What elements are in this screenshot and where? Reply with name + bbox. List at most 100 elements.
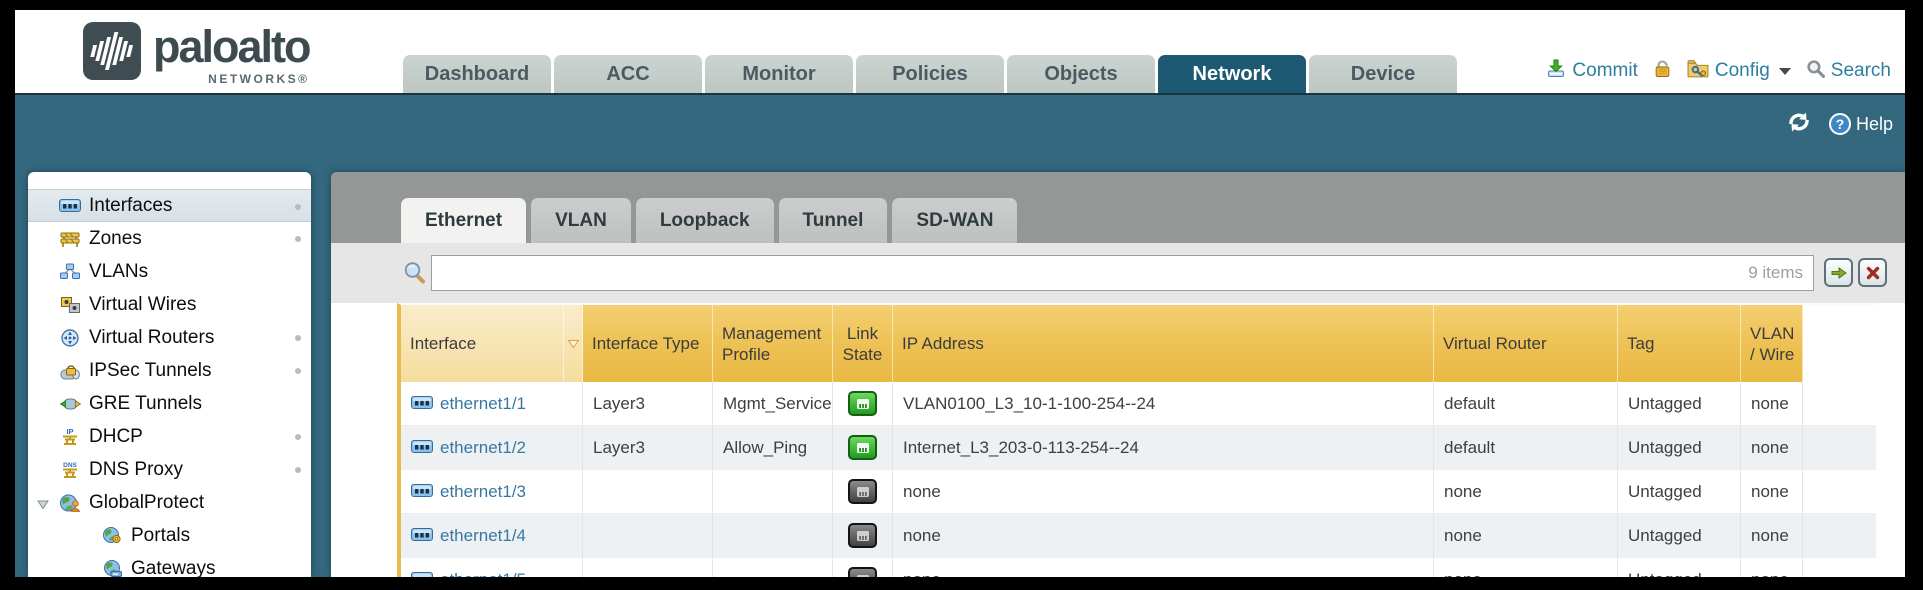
sidebar-label: VLANs (89, 260, 149, 282)
table-row[interactable]: ethernet1/3 none none Untagged none (401, 470, 1876, 514)
cell-virtual-router: default (1434, 426, 1618, 469)
subtab-vlan[interactable]: VLAN (531, 198, 631, 243)
sidebar-item-ipsec-tunnels[interactable]: IPSec Tunnels (28, 354, 311, 387)
sidebar-label: GRE Tunnels (89, 392, 202, 414)
col-header-ip-address[interactable]: IP Address (893, 305, 1434, 382)
sidebar-item-virtual-routers[interactable]: Virtual Routers (28, 321, 311, 354)
search-label: Search (1830, 60, 1891, 81)
table-row[interactable]: ethernet1/1 Layer3 Mgmt_Services VLAN010… (401, 382, 1876, 426)
item-dot (295, 204, 301, 210)
config-lock-button[interactable] (1653, 58, 1672, 84)
table-row[interactable]: ethernet1/4 none none Untagged none (401, 514, 1876, 558)
portals-icon (100, 527, 124, 544)
chevron-down-icon (1778, 67, 1791, 75)
row-filler (1803, 514, 1876, 557)
cell-interface: ethernet1/1 (401, 382, 583, 425)
gre-tunnels-icon (58, 397, 82, 411)
filter-magnifier-icon (403, 261, 426, 289)
interface-link[interactable]: ethernet1/4 (440, 525, 527, 545)
clear-filter-button[interactable] (1858, 258, 1887, 287)
sidebar-item-gre-tunnels[interactable]: GRE Tunnels (28, 387, 311, 420)
header-filler (1803, 305, 1876, 382)
app-window: paloalto NETWORKS® Dashboard ACC Monitor… (15, 10, 1905, 577)
paloalto-logo: paloalto NETWORKS® (83, 22, 312, 86)
col-header-interface-type[interactable]: Interface Type (583, 305, 713, 382)
config-menu-button[interactable]: Config (1687, 59, 1791, 84)
sidebar-item-vlans[interactable]: VLANs (28, 255, 311, 288)
main-nav-tabs: Dashboard ACC Monitor Policies Objects N… (403, 55, 1457, 93)
subtab-sd-wan[interactable]: SD-WAN (892, 198, 1018, 243)
interface-link[interactable]: ethernet1/2 (440, 437, 527, 457)
row-filler (1803, 426, 1876, 469)
cell-vlan-wire: none (1741, 382, 1803, 425)
help-button[interactable]: ? Help (1828, 113, 1893, 135)
search-button[interactable]: Search (1806, 59, 1891, 84)
filter-input[interactable] (432, 256, 1813, 290)
cell-ip-address: none (893, 470, 1434, 513)
col-header-link-state[interactable]: Link State (833, 305, 893, 382)
interface-port-icon (411, 526, 433, 546)
interfaces-table: Interface Interface Type Management Prof… (397, 303, 1876, 577)
sidebar-item-virtual-wires[interactable]: Virtual Wires (28, 288, 311, 321)
sidebar-item-globalprotect[interactable]: GlobalProtect (28, 486, 311, 519)
col-header-interface[interactable]: Interface (401, 305, 564, 382)
search-icon (1806, 59, 1825, 84)
tab-dashboard[interactable]: Dashboard (403, 55, 551, 93)
help-label: Help (1855, 113, 1893, 134)
tab-objects[interactable]: Objects (1007, 55, 1155, 93)
col-header-virtual-router[interactable]: Virtual Router (1434, 305, 1618, 382)
commit-icon (1546, 58, 1566, 84)
col-header-vlan-wire[interactable]: VLAN / Wire (1741, 305, 1803, 382)
sidebar-item-dns-proxy[interactable]: DNS DNS Proxy (28, 453, 311, 486)
sidebar-item-dhcp[interactable]: IP DHCP (28, 420, 311, 453)
table-header-row: Interface Interface Type Management Prof… (401, 305, 1876, 382)
tab-policies[interactable]: Policies (856, 55, 1004, 93)
paloalto-logo-mark-icon (83, 22, 141, 85)
svg-text:IP: IP (66, 427, 73, 436)
subtab-loopback[interactable]: Loopback (635, 198, 774, 243)
refresh-button[interactable] (1785, 111, 1813, 138)
interface-link[interactable]: ethernet1/5 (440, 570, 526, 578)
virtual-wires-icon (58, 296, 82, 313)
subtab-tunnel[interactable]: Tunnel (778, 198, 888, 243)
cell-interface: ethernet1/3 (401, 470, 583, 513)
cell-link-state (833, 470, 893, 513)
col-header-tag[interactable]: Tag (1618, 305, 1741, 382)
sidebar-label: DNS Proxy (89, 458, 183, 480)
col-header-management-profile[interactable]: Management Profile (713, 305, 833, 382)
cell-tag: Untagged (1618, 382, 1741, 425)
gateways-icon (100, 560, 124, 577)
dns-proxy-icon: DNS (58, 460, 82, 480)
interface-link[interactable]: ethernet1/3 (440, 481, 527, 501)
tab-device[interactable]: Device (1309, 55, 1457, 93)
interface-link[interactable]: ethernet1/1 (440, 393, 527, 413)
collapse-triangle-icon[interactable] (37, 497, 49, 515)
interface-port-icon (411, 570, 433, 577)
sidebar-item-zones[interactable]: Zones (28, 222, 311, 255)
cell-tag: Untagged (1618, 470, 1741, 513)
link-state-up-icon (848, 435, 877, 460)
tab-network[interactable]: Network (1158, 55, 1306, 93)
cell-management-profile: Allow_Ping (713, 426, 833, 469)
table-row[interactable]: ethernet1/5 none none Untagged none (401, 558, 1876, 577)
tab-acc[interactable]: ACC (554, 55, 702, 93)
sidebar-item-interfaces[interactable]: Interfaces (28, 189, 311, 222)
column-sort-menu-button[interactable] (564, 305, 583, 382)
table-row[interactable]: ethernet1/2 Layer3 Allow_Ping Internet_L… (401, 426, 1876, 470)
cell-link-state (833, 426, 893, 469)
commit-button[interactable]: Commit (1546, 58, 1638, 84)
config-label: Config (1714, 60, 1770, 81)
cell-ip-address: none (893, 514, 1434, 557)
sidebar-item-portals[interactable]: Portals (28, 519, 311, 552)
subtab-ethernet[interactable]: Ethernet (401, 198, 527, 243)
tab-monitor[interactable]: Monitor (705, 55, 853, 93)
sidebar-label: GlobalProtect (89, 491, 205, 513)
cell-interface-type: Layer3 (583, 426, 713, 469)
sidebar-label: Interfaces (89, 194, 173, 216)
sidebar-item-gateways[interactable]: Gateways (28, 552, 311, 577)
cell-ip-address: none (893, 558, 1434, 577)
apply-filter-button[interactable] (1824, 258, 1853, 287)
sidebar-label: Virtual Routers (89, 326, 215, 348)
cell-interface: ethernet1/2 (401, 426, 583, 469)
